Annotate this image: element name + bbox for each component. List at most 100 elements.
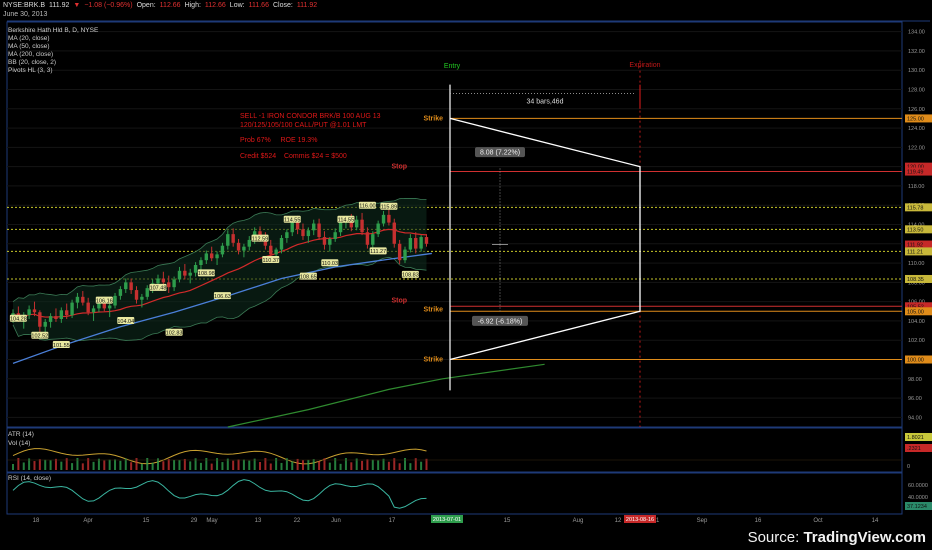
symbol-name[interactable]: NYSE:BRK.B bbox=[3, 2, 46, 9]
volume-bar bbox=[232, 460, 235, 470]
candle-body bbox=[338, 222, 343, 233]
expiration-date-tag bbox=[624, 515, 656, 523]
candle-body bbox=[263, 238, 268, 246]
volume-bar bbox=[382, 458, 385, 470]
volume-bar bbox=[269, 463, 272, 470]
price-tick-label: 94.00 bbox=[908, 415, 922, 421]
rsi-line bbox=[12, 479, 427, 509]
legend-ma50[interactable]: MA (50, close) bbox=[8, 43, 50, 50]
candle-body bbox=[145, 288, 149, 297]
candle-body bbox=[424, 237, 429, 244]
candle-body bbox=[408, 238, 413, 250]
candle-body bbox=[97, 301, 101, 309]
entry-date-tag bbox=[431, 515, 463, 523]
time-tick-label: 16 bbox=[755, 518, 762, 524]
pivot-label: 110.37 bbox=[263, 258, 279, 264]
volume-bar bbox=[22, 462, 25, 470]
candle-body bbox=[333, 232, 337, 239]
study-legend: Berkshire Hath Hld B, D, NYSE MA (20, cl… bbox=[8, 27, 98, 75]
volume-bar bbox=[124, 458, 127, 470]
volume-title[interactable]: Vol (14) bbox=[8, 440, 31, 447]
volume-bar bbox=[183, 458, 186, 470]
volume-bar bbox=[28, 458, 31, 470]
legend-ma200[interactable]: MA (200, close) bbox=[8, 51, 54, 58]
volume-bar bbox=[114, 459, 117, 470]
volume-bar bbox=[87, 458, 90, 470]
candle-body bbox=[365, 232, 370, 245]
tradingview-logo[interactable]: TradingView.com bbox=[803, 529, 926, 546]
up-move-label: 8.08 (7.22%) bbox=[480, 150, 520, 157]
time-axis[interactable]: 18 Apr 15 29 May 13 22 Jun 17 15 Aug 12 21 Sep 16 Oct 14… bbox=[33, 515, 879, 524]
volume-bar bbox=[146, 458, 149, 470]
pivot-label-bg bbox=[117, 317, 135, 325]
candle-body bbox=[322, 237, 327, 245]
candle-body bbox=[301, 229, 305, 237]
volume-bar bbox=[151, 462, 154, 470]
price-tick-label: 132.00 bbox=[908, 49, 925, 55]
high-value: 112.66 bbox=[204, 2, 226, 9]
volume-bar bbox=[307, 459, 310, 470]
candle-body bbox=[317, 223, 321, 238]
legend-title[interactable]: Berkshire Hath Hld B, D, NYSE bbox=[8, 27, 99, 34]
pivot-label: 101.55 bbox=[53, 343, 70, 349]
volume-bar bbox=[242, 459, 245, 470]
candle-body bbox=[414, 238, 418, 249]
volume-bar bbox=[404, 458, 407, 470]
volume-bar bbox=[162, 461, 165, 470]
price-tag-text: 115.78 bbox=[907, 205, 923, 211]
candle-body bbox=[86, 302, 90, 313]
volume-bar bbox=[173, 459, 176, 470]
price-tick-label: 134.00 bbox=[908, 30, 925, 36]
pivot-label: 106.63 bbox=[214, 294, 231, 300]
price-tag-strike bbox=[905, 307, 932, 316]
volume-bar bbox=[414, 458, 417, 470]
rsi-title[interactable]: RSI (14, close) bbox=[8, 475, 51, 482]
candle-body bbox=[32, 309, 37, 313]
candle-body bbox=[183, 270, 187, 276]
candle-body bbox=[392, 222, 396, 244]
volume-bar bbox=[248, 460, 251, 470]
price-change: −1.08 (−0.96%) bbox=[84, 2, 133, 9]
rsi-pane: 60.0000 40.0000 37.1234 bbox=[12, 479, 932, 510]
candle-body bbox=[129, 282, 133, 291]
atr-pane-border bbox=[6, 427, 903, 473]
candlesticks bbox=[11, 209, 429, 337]
volume-bar bbox=[38, 459, 41, 470]
volume-bar bbox=[387, 461, 390, 470]
volume-bar bbox=[44, 459, 47, 470]
price-tick-label: 130.00 bbox=[908, 68, 925, 74]
candle-body bbox=[290, 222, 294, 233]
grid-lines bbox=[7, 31, 902, 418]
candle-body bbox=[177, 270, 182, 280]
down-move-box bbox=[472, 315, 528, 326]
price-tick-label: 128.00 bbox=[908, 88, 925, 94]
candle-body bbox=[118, 289, 123, 296]
candle-body bbox=[124, 282, 128, 290]
legend-ma20[interactable]: MA (20, close) bbox=[8, 35, 50, 42]
pivot-label-bg bbox=[165, 328, 183, 336]
volume-bar bbox=[178, 460, 181, 470]
price-tag-text: 105.52 bbox=[907, 304, 924, 310]
atr-title[interactable]: ATR (14) bbox=[8, 431, 34, 438]
volume-bar bbox=[377, 460, 380, 470]
bollinger-upper bbox=[12, 197, 427, 302]
pivot-label: 108.83 bbox=[402, 273, 419, 279]
volume-bar bbox=[97, 458, 100, 470]
price-tag-level bbox=[905, 225, 932, 234]
price-tag-stop bbox=[905, 302, 932, 311]
pivot-label: 116.00 bbox=[359, 204, 375, 210]
price-tag-text: 111.92 bbox=[907, 243, 923, 249]
pivot-label-bg bbox=[213, 292, 231, 300]
volume-bar bbox=[253, 458, 256, 470]
atr-tag bbox=[905, 444, 932, 452]
volume-bar bbox=[280, 462, 283, 470]
price-tick-label: 102.00 bbox=[908, 338, 925, 344]
legend-pivots[interactable]: Pivots HL (3, 3) bbox=[8, 67, 53, 74]
candle-body bbox=[376, 223, 380, 235]
candle-body bbox=[209, 253, 214, 259]
pivot-label-bg bbox=[380, 202, 398, 210]
time-tick-label: 12 bbox=[615, 518, 622, 524]
legend-bollinger[interactable]: BB (20, close, 2) bbox=[8, 59, 57, 66]
volume-bar bbox=[156, 458, 159, 470]
